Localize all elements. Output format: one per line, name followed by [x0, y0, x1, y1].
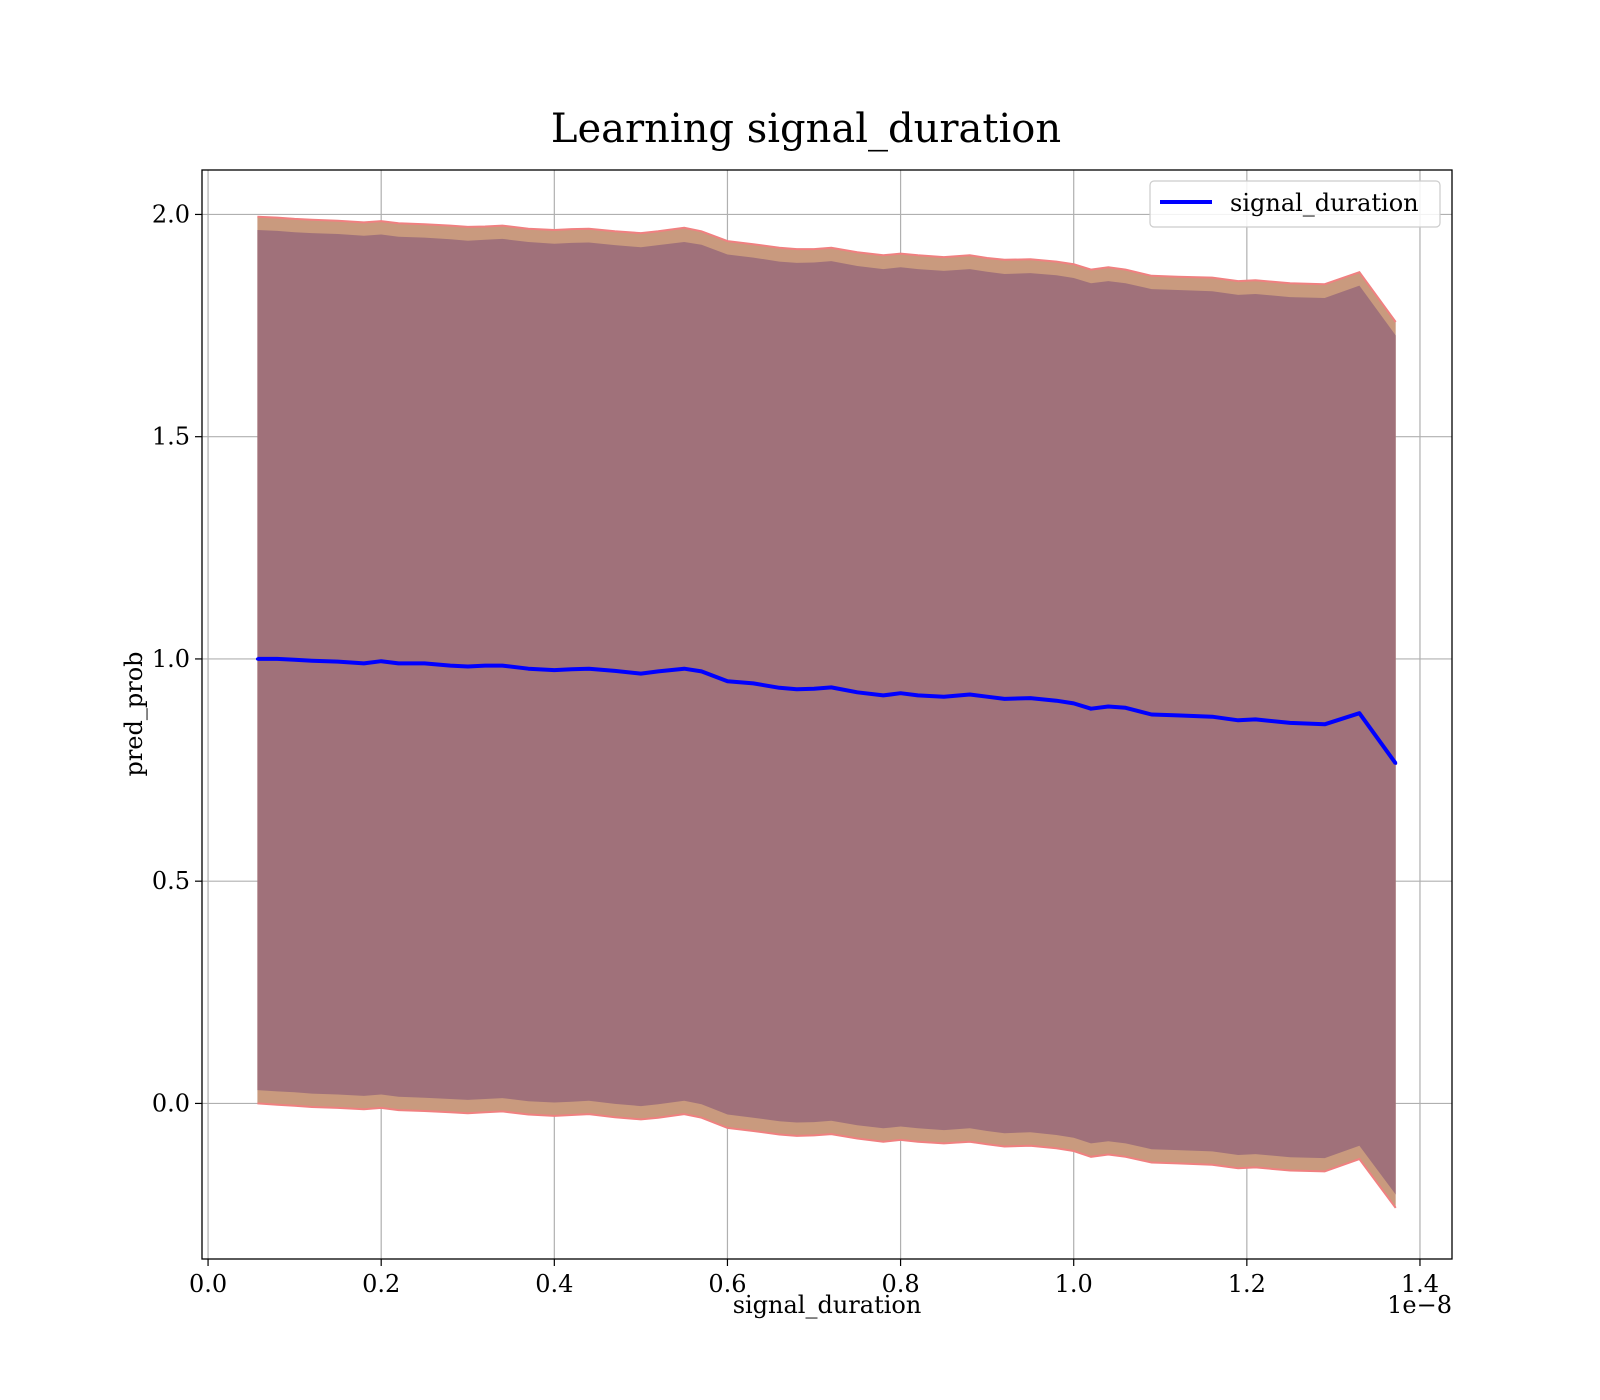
data-point [1394, 761, 1398, 765]
x-tick-label: 0.2 [362, 1270, 400, 1298]
x-tick-label: 0.8 [881, 1270, 919, 1298]
data-point [1002, 697, 1006, 701]
data-point [1072, 701, 1076, 705]
data-point [397, 661, 401, 665]
y-tick-label: 2.0 [152, 200, 190, 228]
inner-band-area [257, 230, 1396, 1195]
x-tick-label: 0.4 [535, 1270, 573, 1298]
data-point [336, 660, 340, 664]
data-point [1089, 707, 1093, 711]
x-axis-ticks: 0.0 0.2 0.4 0.6 0.8 1.0 1.2 1.4 [189, 1259, 1439, 1298]
data-point [725, 679, 729, 683]
data-point [1236, 718, 1240, 722]
data-point [1150, 713, 1154, 716]
data-point [777, 686, 781, 690]
data-point [682, 667, 686, 671]
data-point [1106, 704, 1110, 708]
data-point [526, 667, 530, 671]
data-point [656, 669, 660, 673]
data-point [1124, 706, 1128, 710]
data-point [379, 659, 383, 663]
x-tick-label: 0.0 [189, 1270, 227, 1298]
data-point [552, 668, 556, 672]
data-point [829, 685, 833, 689]
data-points [255, 657, 1398, 765]
y-axis-label: pred_prob [120, 651, 148, 776]
data-point [1357, 711, 1361, 715]
data-point [968, 692, 972, 696]
data-point [500, 664, 504, 668]
y-tick-label: 1.5 [152, 423, 190, 451]
y-axis-ticks: 0.0 0.5 1.0 1.5 2.0 [152, 200, 202, 1117]
data-point [985, 695, 989, 699]
y-tick-label: 0.5 [152, 867, 190, 895]
legend-box [1149, 180, 1441, 228]
data-point [795, 687, 799, 691]
x-tick-label: 1.0 [1055, 1270, 1093, 1298]
data-point [916, 693, 920, 697]
x-axis-scale-label: 1e−8 [1387, 1291, 1452, 1319]
data-point [1253, 717, 1257, 721]
data-point [422, 661, 426, 665]
data-point [1028, 696, 1032, 700]
data-point [275, 657, 279, 661]
outer-band-lower-edge [257, 1102, 1397, 1209]
data-point [613, 669, 617, 673]
data-point [1288, 721, 1292, 725]
data-point [1054, 699, 1058, 703]
legend-label-signal-duration: signal_duration [1230, 189, 1419, 217]
x-axis-label: signal_duration [733, 1291, 922, 1319]
data-point [881, 693, 885, 697]
y-tick-label: 1.0 [152, 645, 190, 673]
data-point [639, 672, 643, 676]
data-point [855, 690, 859, 694]
data-point [587, 667, 591, 671]
confidence-band [257, 215, 1397, 1209]
plot-frame [201, 169, 1453, 1260]
data-point [812, 687, 816, 691]
y-tick-label: 0.0 [152, 1089, 190, 1117]
data-point [362, 661, 366, 665]
data-point [293, 658, 297, 662]
data-point [699, 669, 703, 673]
data-point [1176, 713, 1180, 717]
x-tick-label: 0.6 [708, 1270, 746, 1298]
outer-band-upper-edge [257, 215, 1397, 323]
data-point [448, 664, 452, 668]
data-point [1323, 722, 1327, 726]
data-point [483, 664, 487, 668]
legend: signal_duration [1149, 180, 1441, 228]
data-point [466, 664, 470, 668]
x-tick-label: 1.2 [1228, 1270, 1266, 1298]
x-tick-label: 1.4 [1401, 1270, 1439, 1298]
data-point [942, 695, 946, 699]
chart-title: Learning signal_duration [551, 106, 1061, 152]
data-point [310, 659, 314, 663]
data-point [255, 657, 259, 661]
data-point [570, 667, 574, 671]
data-point [899, 691, 903, 695]
data-point [751, 681, 755, 685]
data-point [1210, 715, 1214, 719]
